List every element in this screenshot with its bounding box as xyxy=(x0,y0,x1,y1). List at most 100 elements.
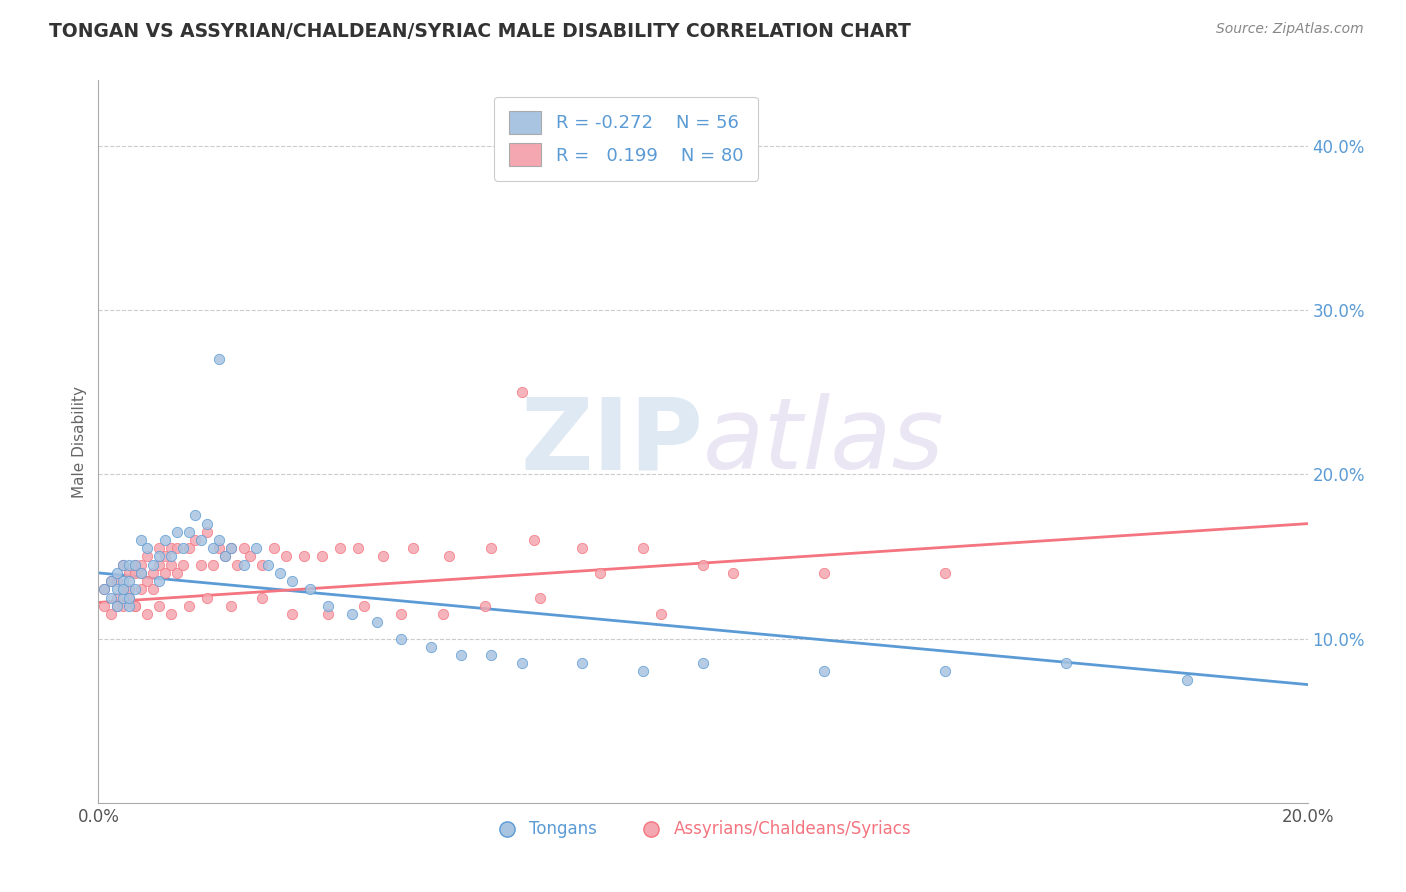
Point xyxy=(195,516,218,531)
Point xyxy=(148,549,170,564)
Point xyxy=(934,566,956,580)
Point xyxy=(153,566,176,580)
Point xyxy=(571,657,593,671)
Point xyxy=(100,574,122,588)
Point xyxy=(124,599,146,613)
Point xyxy=(1175,673,1198,687)
Point xyxy=(650,607,672,621)
Point xyxy=(214,549,236,564)
Point xyxy=(124,582,146,597)
Point xyxy=(221,541,243,556)
Point xyxy=(450,648,472,662)
Point xyxy=(166,524,188,539)
Point xyxy=(202,558,225,572)
Point xyxy=(481,648,503,662)
Point xyxy=(118,591,141,605)
Point xyxy=(129,558,152,572)
Point xyxy=(105,591,128,605)
Point xyxy=(510,657,533,671)
Point xyxy=(111,582,134,597)
Point xyxy=(631,665,654,679)
Point xyxy=(232,558,254,572)
Point xyxy=(813,665,835,679)
Point xyxy=(316,607,339,621)
Point xyxy=(142,566,165,580)
Point xyxy=(160,607,183,621)
Legend: Tongans, Assyrians/Chaldeans/Syriacs: Tongans, Assyrians/Chaldeans/Syriacs xyxy=(488,814,918,845)
Point xyxy=(105,599,128,613)
Point xyxy=(437,549,460,564)
Point xyxy=(474,599,496,613)
Point xyxy=(100,574,122,588)
Point xyxy=(402,541,425,556)
Point xyxy=(135,574,157,588)
Point xyxy=(195,591,218,605)
Point xyxy=(142,582,165,597)
Point xyxy=(232,541,254,556)
Point xyxy=(523,533,546,547)
Point xyxy=(105,574,128,588)
Point xyxy=(245,541,267,556)
Point xyxy=(342,607,364,621)
Point xyxy=(124,558,146,572)
Point xyxy=(118,591,141,605)
Point xyxy=(432,607,454,621)
Point xyxy=(389,632,412,646)
Point xyxy=(93,582,115,597)
Point xyxy=(292,549,315,564)
Point xyxy=(111,599,134,613)
Point xyxy=(105,599,128,613)
Point xyxy=(510,385,533,400)
Point xyxy=(529,591,551,605)
Point xyxy=(118,558,141,572)
Point xyxy=(481,541,503,556)
Point xyxy=(172,541,194,556)
Point xyxy=(353,599,375,613)
Point xyxy=(195,524,218,539)
Point xyxy=(420,640,443,654)
Point xyxy=(239,549,262,564)
Point xyxy=(179,524,201,539)
Point xyxy=(208,352,231,367)
Point xyxy=(124,558,146,572)
Point xyxy=(329,541,352,556)
Point xyxy=(111,591,134,605)
Point xyxy=(250,591,273,605)
Point xyxy=(100,591,122,605)
Point xyxy=(274,549,297,564)
Point xyxy=(589,566,612,580)
Text: TONGAN VS ASSYRIAN/CHALDEAN/SYRIAC MALE DISABILITY CORRELATION CHART: TONGAN VS ASSYRIAN/CHALDEAN/SYRIAC MALE … xyxy=(49,22,911,41)
Point xyxy=(100,607,122,621)
Point xyxy=(366,615,388,630)
Point xyxy=(281,607,304,621)
Point xyxy=(723,566,745,580)
Point xyxy=(214,549,236,564)
Point xyxy=(692,558,714,572)
Point xyxy=(160,558,183,572)
Point xyxy=(166,566,188,580)
Point xyxy=(299,582,322,597)
Point xyxy=(256,558,278,572)
Point xyxy=(135,549,157,564)
Point xyxy=(347,541,370,556)
Point xyxy=(184,508,207,523)
Point xyxy=(316,599,339,613)
Point xyxy=(184,533,207,547)
Point xyxy=(93,582,115,597)
Point xyxy=(142,558,165,572)
Point xyxy=(124,566,146,580)
Point xyxy=(172,558,194,572)
Point xyxy=(269,566,291,580)
Point xyxy=(129,582,152,597)
Point xyxy=(166,541,188,556)
Text: ZIP: ZIP xyxy=(520,393,703,490)
Point xyxy=(190,533,212,547)
Point xyxy=(129,566,152,580)
Point xyxy=(148,574,170,588)
Point xyxy=(263,541,285,556)
Point xyxy=(111,582,134,597)
Point xyxy=(118,566,141,580)
Point xyxy=(111,574,134,588)
Point xyxy=(111,558,134,572)
Point xyxy=(148,599,170,613)
